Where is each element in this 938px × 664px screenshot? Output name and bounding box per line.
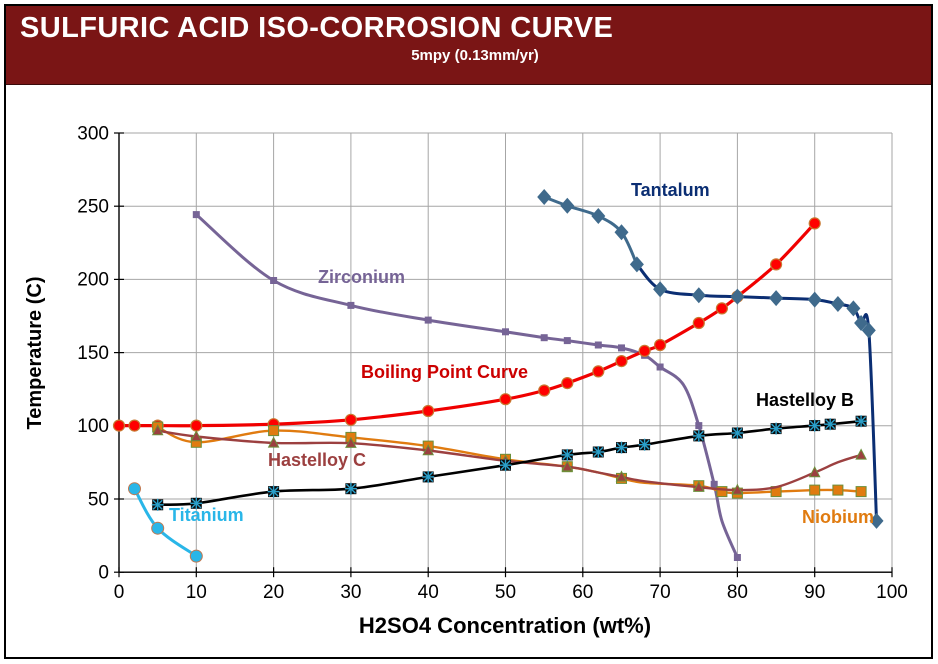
svg-text:80: 80 xyxy=(727,582,748,603)
svg-text:Niobium: Niobium xyxy=(802,507,874,527)
svg-text:Hastelloy B: Hastelloy B xyxy=(756,390,854,410)
svg-text:300: 300 xyxy=(77,123,109,144)
svg-text:70: 70 xyxy=(650,582,671,603)
svg-text:Titanium: Titanium xyxy=(169,505,244,525)
svg-text:200: 200 xyxy=(77,270,109,291)
svg-text:30: 30 xyxy=(340,582,361,603)
svg-text:0: 0 xyxy=(98,563,109,584)
svg-text:100: 100 xyxy=(876,582,908,603)
svg-text:250: 250 xyxy=(77,197,109,218)
svg-text:Hastelloy C: Hastelloy C xyxy=(268,450,366,470)
svg-text:60: 60 xyxy=(572,582,593,603)
svg-text:Zirconium: Zirconium xyxy=(318,267,405,287)
svg-text:Temperature (C): Temperature (C) xyxy=(24,277,46,430)
svg-text:150: 150 xyxy=(77,343,109,364)
svg-text:H2SO4 Concentration (wt%): H2SO4 Concentration (wt%) xyxy=(359,613,651,638)
svg-text:40: 40 xyxy=(418,582,439,603)
svg-text:90: 90 xyxy=(804,582,825,603)
svg-text:20: 20 xyxy=(263,582,284,603)
svg-text:50: 50 xyxy=(495,582,516,603)
svg-text:Boiling Point Curve: Boiling Point Curve xyxy=(361,362,528,382)
svg-text:10: 10 xyxy=(186,582,207,603)
svg-text:0: 0 xyxy=(114,582,125,603)
svg-text:50: 50 xyxy=(88,489,109,510)
svg-text:100: 100 xyxy=(77,416,109,437)
svg-text:Tantalum: Tantalum xyxy=(631,180,710,200)
